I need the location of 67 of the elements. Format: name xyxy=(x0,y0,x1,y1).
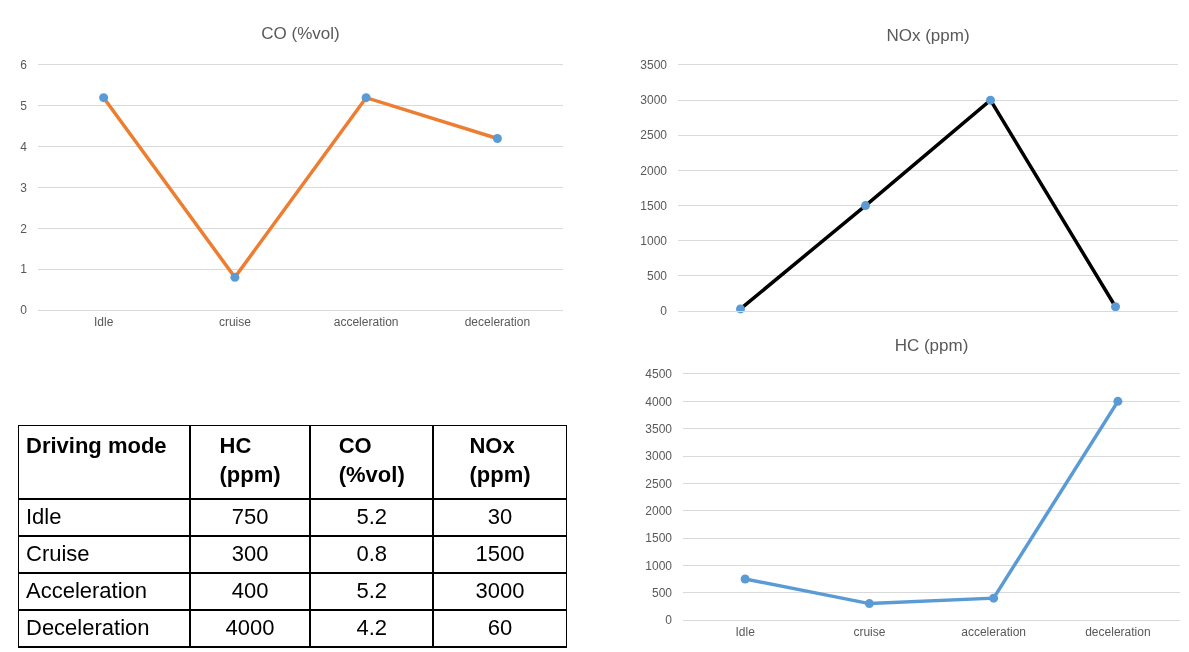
data-label: 5.2 xyxy=(356,577,388,603)
data-label: 0.8 xyxy=(356,540,388,566)
point xyxy=(492,134,502,143)
data-label: 4.2 xyxy=(356,614,388,640)
point xyxy=(989,593,999,603)
y-tick-label: 3000 xyxy=(640,93,668,108)
data-label: 400 xyxy=(231,577,269,603)
y-tick-label: 1500 xyxy=(640,198,668,213)
data-label: 750 xyxy=(231,503,269,529)
data-label: 30 xyxy=(487,503,513,529)
y-tick-label: 3500 xyxy=(645,421,673,436)
point xyxy=(861,201,870,211)
y-tick-label: 5 xyxy=(20,99,28,114)
category-label: Cruise xyxy=(26,540,90,566)
x-tick-label: Idle xyxy=(735,624,756,639)
y-tick-label: 1 xyxy=(20,262,28,277)
x-tick-label: Idle xyxy=(93,314,114,329)
y-tick-label: 4000 xyxy=(645,394,673,409)
point xyxy=(864,599,874,609)
point xyxy=(1113,396,1123,406)
y-tick-label: 500 xyxy=(646,269,668,284)
data-label: 60 xyxy=(487,614,513,640)
chart-title: CO (%vol) xyxy=(261,23,340,43)
data-label: 1500 xyxy=(475,540,525,566)
y-tick-label: 500 xyxy=(651,585,673,600)
y-tick-label: 3000 xyxy=(645,449,673,464)
category-label: Idle xyxy=(26,503,62,529)
y-tick-label: 4500 xyxy=(645,367,673,382)
x-tick-label: deceleration xyxy=(1085,624,1151,639)
point xyxy=(99,93,109,103)
point xyxy=(986,95,995,105)
y-tick-label: 2000 xyxy=(645,503,673,518)
text: NOx (ppm) xyxy=(469,433,531,487)
data-label: 4000 xyxy=(225,614,275,640)
y-tick-label: 4 xyxy=(20,139,28,154)
chart-title: HC (ppm) xyxy=(894,335,969,355)
data-label: 300 xyxy=(231,540,269,566)
point xyxy=(740,574,750,584)
x-tick-label: acceleration xyxy=(961,624,1026,639)
point xyxy=(1111,302,1120,312)
y-tick-label: 1000 xyxy=(645,558,673,573)
y-tick-label: 2 xyxy=(20,221,28,236)
y-tick-label: 0 xyxy=(20,303,28,318)
x-tick-label: acceleration xyxy=(333,314,399,329)
point xyxy=(230,272,240,282)
x-tick-label: cruise xyxy=(853,624,886,639)
y-tick-label: 6 xyxy=(20,58,28,73)
y-tick-label: 1000 xyxy=(640,233,668,248)
chart-title: NOx (ppm) xyxy=(886,25,970,45)
y-tick-label: 2000 xyxy=(640,163,668,178)
y-tick-label: 3500 xyxy=(640,58,668,73)
category-label: Deceleration xyxy=(26,614,150,640)
text: HC (ppm) xyxy=(219,433,281,487)
data-label: 3000 xyxy=(475,577,525,603)
y-tick-label: 3 xyxy=(20,180,28,195)
y-tick-label: 2500 xyxy=(640,128,668,143)
point xyxy=(361,93,371,103)
y-tick-label: 1500 xyxy=(645,531,673,546)
data-label: 5.2 xyxy=(356,503,388,529)
text: Driving mode xyxy=(26,433,167,458)
x-tick-label: cruise xyxy=(218,314,252,329)
y-tick-label: 0 xyxy=(660,304,668,319)
x-tick-label: deceleration xyxy=(464,314,531,329)
y-tick-label: 0 xyxy=(665,613,673,628)
y-tick-label: 2500 xyxy=(645,476,673,491)
text: CO (%vol) xyxy=(338,433,405,487)
category-label: Acceleration xyxy=(26,577,148,603)
